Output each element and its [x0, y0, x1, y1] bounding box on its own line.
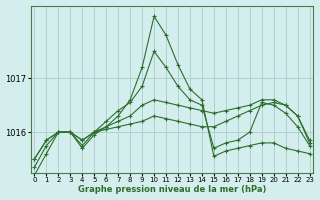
X-axis label: Graphe pression niveau de la mer (hPa): Graphe pression niveau de la mer (hPa) — [78, 185, 266, 194]
